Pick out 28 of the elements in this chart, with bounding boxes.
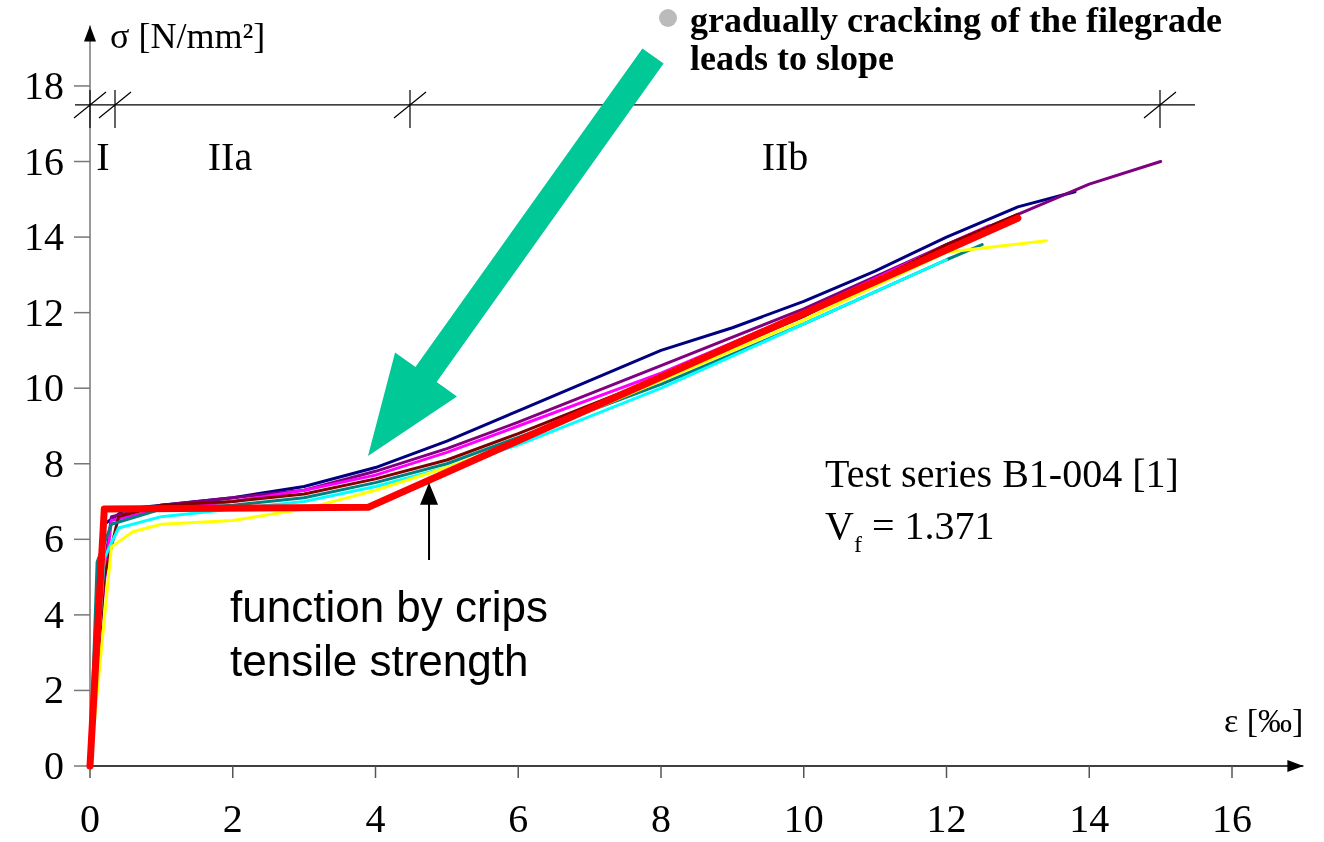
- x-tick-label: 10: [783, 796, 824, 841]
- y-tick-label: 4: [44, 591, 64, 637]
- y-tick-label: 14: [24, 214, 64, 260]
- y-tick-label: 8: [44, 440, 64, 486]
- y-tick-label: 6: [44, 516, 64, 562]
- y-tick-label: 18: [24, 62, 64, 108]
- x-tick-label: 8: [651, 796, 671, 841]
- y-tick-label: 2: [44, 667, 64, 713]
- y-tick-label: 16: [24, 138, 64, 184]
- annotation: gradually cracking of the filegrade leads to slope: [690, 0, 1222, 78]
- annotation: function by crips tensile strength: [230, 582, 548, 685]
- y-axis-title: σ [N/mm²]: [110, 15, 266, 56]
- annotation: IIa: [207, 134, 253, 179]
- x-tick-label: 12: [926, 796, 967, 841]
- x-tick-label: 0: [80, 796, 100, 841]
- y-tick-label: 0: [44, 743, 64, 788]
- x-tick-label: 16: [1212, 796, 1252, 841]
- x-tick-label: 14: [1069, 796, 1110, 841]
- x-tick-label: 2: [222, 796, 243, 841]
- x-tick-label: 4: [365, 796, 386, 841]
- x-tick-label: 6: [508, 796, 529, 841]
- annotation: I: [96, 134, 110, 179]
- annotation: V$_{f}$ = 1.371: [825, 503, 995, 557]
- y-tick-label: 12: [24, 289, 64, 335]
- y-tick-label: 10: [24, 365, 64, 411]
- annotation: IIb: [761, 134, 809, 179]
- x-axis-title: ε [‰]: [1223, 702, 1304, 739]
- annotation: Test series B1-004 [1]: [825, 451, 1179, 496]
